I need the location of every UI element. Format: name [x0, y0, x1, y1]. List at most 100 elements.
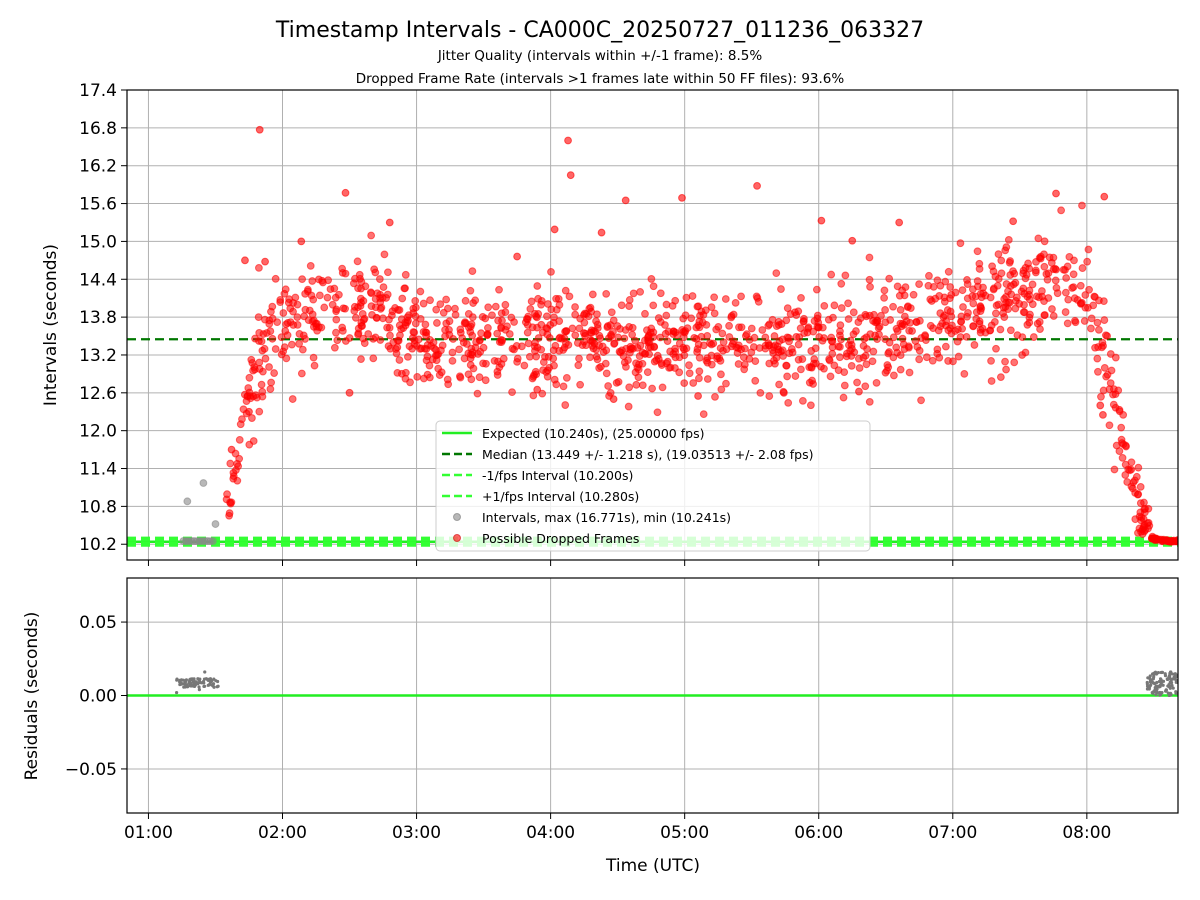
dropped-frame-point	[267, 378, 276, 387]
dropped-frame-point	[779, 388, 788, 397]
dropped-frame-point	[1125, 466, 1134, 475]
dropped-frame-point	[1002, 280, 1011, 288]
dropped-frame-point	[944, 267, 953, 276]
dropped-frame-point	[315, 323, 323, 332]
dropped-frame-point	[575, 354, 583, 363]
dropped-frame-point	[862, 333, 871, 342]
dropped-frame-point	[828, 337, 837, 346]
dropped-frame-point	[1141, 526, 1150, 534]
dropped-frame-point	[419, 299, 428, 308]
legend-label-dropped: Possible Dropped Frames	[482, 531, 639, 546]
residual-points	[175, 670, 1178, 698]
dropped-frame-point	[400, 284, 409, 293]
dropped-frame-point	[830, 301, 839, 310]
dropped-frame-point	[370, 265, 379, 274]
intervals-y-tick-label: 12.0	[79, 422, 117, 442]
intervals-y-tick-label: 11.4	[79, 460, 117, 480]
dropped-frame-point	[564, 136, 572, 145]
dropped-frame-point	[345, 334, 354, 342]
dropped-frame-point	[1013, 331, 1022, 339]
dropped-frame-point	[1006, 326, 1015, 335]
dropped-frame-point	[227, 445, 236, 454]
dropped-frame-point	[675, 339, 684, 348]
dropped-frame-point	[1099, 410, 1107, 419]
dropped-frame-point	[460, 319, 469, 328]
dropped-frame-point	[483, 330, 492, 339]
dropped-frame-point	[571, 310, 580, 319]
dropped-frame-point	[592, 345, 601, 354]
dropped-frame-point	[416, 314, 425, 323]
dropped-frame-point	[636, 287, 645, 296]
dropped-frame-point	[606, 388, 615, 397]
dropped-frame-point	[933, 349, 942, 358]
dropped-frame-point	[685, 361, 693, 370]
dropped-frame-point	[764, 339, 773, 348]
dropped-frame-point	[283, 331, 292, 340]
dropped-frame-point	[299, 331, 308, 340]
dropped-frame-point	[989, 285, 998, 294]
dropped-frame-point	[257, 380, 266, 389]
dropped-frame-point	[281, 285, 290, 294]
chart-title: Timestamp Intervals - CA000C_20250727_01…	[275, 18, 924, 43]
dropped-frame-point	[865, 397, 874, 406]
dropped-frame-point	[379, 283, 388, 291]
dropped-frame-point	[354, 330, 362, 339]
dropped-frame-point	[384, 268, 392, 277]
dropped-frame-point	[969, 299, 978, 308]
dropped-frame-point	[341, 188, 350, 197]
dropped-frame-point	[614, 333, 623, 342]
dropped-frame-point	[369, 354, 378, 363]
dropped-frame-point	[341, 304, 349, 313]
dropped-frame-point	[1004, 305, 1013, 314]
dropped-frame-point	[1134, 463, 1143, 472]
dropped-frame-point	[533, 385, 542, 394]
dropped-frame-point	[462, 340, 471, 348]
residual-point	[1158, 677, 1163, 681]
legend-label-intervals: Intervals, max (16.771s), min (10.241s)	[482, 510, 731, 525]
residual-point	[1167, 693, 1171, 698]
dropped-frame-point	[884, 349, 893, 358]
intervals-x-ticks	[147, 560, 1088, 566]
legend-label-median: Median (13.449 +/- 1.218 s), (19.03513 +…	[482, 447, 813, 462]
dropped-frame-point	[555, 346, 564, 355]
residual-point	[1153, 686, 1157, 690]
dropped-frame-point	[941, 342, 950, 351]
dropped-frame-point	[650, 343, 659, 352]
dropped-frame-point	[909, 290, 918, 299]
dropped-frame-point	[262, 329, 271, 337]
residual-point	[1164, 688, 1168, 692]
dropped-frame-point	[749, 343, 758, 351]
dropped-frame-point	[625, 323, 634, 331]
dropped-frame-point	[403, 352, 412, 361]
dropped-frame-point	[954, 352, 963, 361]
dropped-frame-point	[855, 364, 864, 372]
dropped-frame-point	[461, 296, 470, 305]
dropped-frame-point	[1004, 235, 1013, 244]
dropped-frame-point	[265, 316, 274, 325]
dropped-frame-point	[443, 375, 452, 384]
dropped-frame-point	[765, 392, 774, 400]
dropped-frame-point	[880, 286, 889, 295]
dropped-frame-point	[398, 294, 407, 303]
dropped-frame-point	[849, 308, 858, 317]
dropped-frame-point	[817, 362, 825, 371]
dropped-frame-point	[466, 361, 475, 369]
dropped-frame-point	[880, 294, 889, 302]
dropped-frame-point	[957, 312, 966, 321]
dropped-frame-point	[656, 318, 665, 326]
dropped-frame-point	[1115, 405, 1124, 414]
dropped-frame-point	[812, 285, 821, 294]
dropped-frame-point	[791, 308, 799, 317]
dropped-frame-point	[747, 324, 756, 333]
dropped-frame-point	[945, 294, 954, 303]
residual-point	[1147, 685, 1151, 689]
dropped-frame-point	[479, 359, 487, 368]
dropped-frame-point	[842, 352, 851, 361]
dropped-frame-point	[308, 277, 317, 285]
intervals-y-tick-label: 15.6	[79, 195, 117, 215]
dropped-frame-point	[896, 305, 905, 314]
dropped-frame-point	[411, 303, 420, 312]
dropped-frame-point	[257, 337, 266, 346]
dropped-frame-point	[848, 236, 857, 245]
dropped-frame-point	[604, 382, 613, 390]
